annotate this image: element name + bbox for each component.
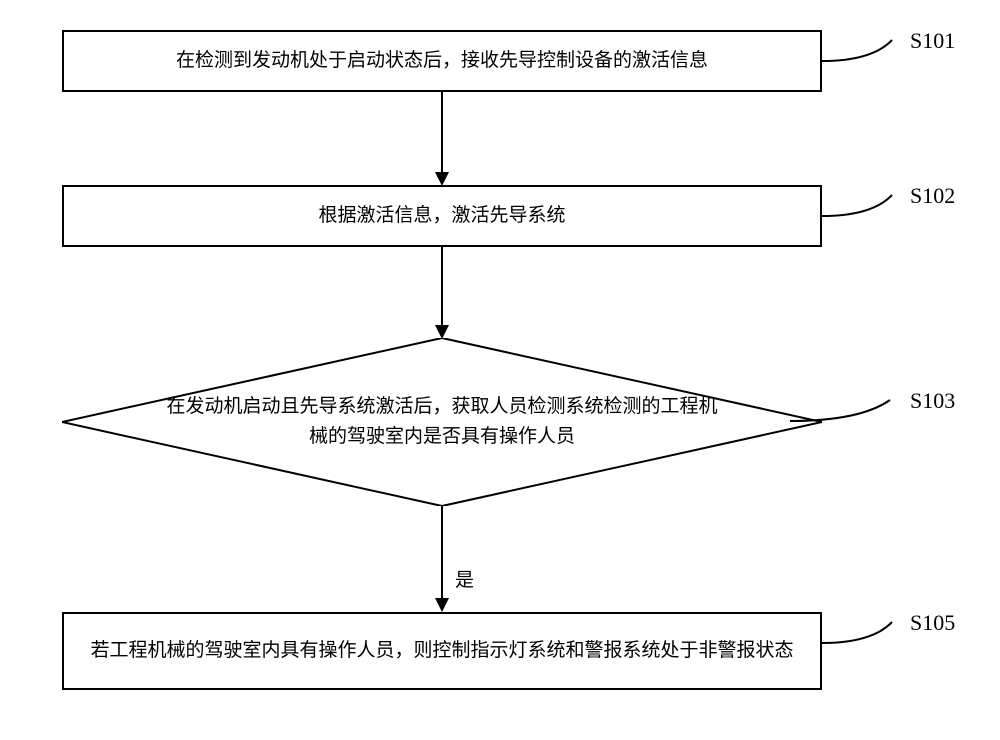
- connector-s102: [822, 193, 912, 223]
- process-text-s105: 若工程机械的驾驶室内具有操作人员，则控制指示灯系统和警报系统处于非警报状态: [90, 636, 793, 666]
- label-s105: S105: [910, 610, 955, 636]
- decision-text-s103: 在发动机启动且先导系统激活后，获取人员检测系统检测的工程机械的驾驶室内是否具有操…: [62, 338, 822, 506]
- connector-s101: [822, 38, 912, 68]
- connector-s103: [790, 398, 910, 428]
- process-text-s101: 在检测到发动机处于启动状态后，接收先导控制设备的激活信息: [176, 46, 708, 76]
- arrow-line-3: [441, 506, 443, 598]
- process-box-s105: 若工程机械的驾驶室内具有操作人员，则控制指示灯系统和警报系统处于非警报状态: [62, 612, 822, 690]
- label-s102: S102: [910, 183, 955, 209]
- decision-diamond-s103: 在发动机启动且先导系统激活后，获取人员检测系统检测的工程机械的驾驶室内是否具有操…: [62, 338, 822, 506]
- arrow-line-1: [441, 92, 443, 172]
- arrow-head-1: [435, 172, 449, 186]
- process-text-s102: 根据激活信息，激活先导系统: [318, 201, 565, 231]
- process-box-s101: 在检测到发动机处于启动状态后，接收先导控制设备的激活信息: [62, 30, 822, 92]
- flowchart-container: 在检测到发动机处于启动状态后，接收先导控制设备的激活信息 S101 根据激活信息…: [0, 0, 1000, 740]
- branch-label-yes: 是: [455, 565, 474, 592]
- label-s101: S101: [910, 28, 955, 54]
- arrow-head-2: [435, 325, 449, 339]
- arrow-line-2: [441, 247, 443, 325]
- label-s103: S103: [910, 388, 955, 414]
- process-box-s102: 根据激活信息，激活先导系统: [62, 185, 822, 247]
- arrow-head-3: [435, 598, 449, 612]
- connector-s105: [822, 620, 912, 650]
